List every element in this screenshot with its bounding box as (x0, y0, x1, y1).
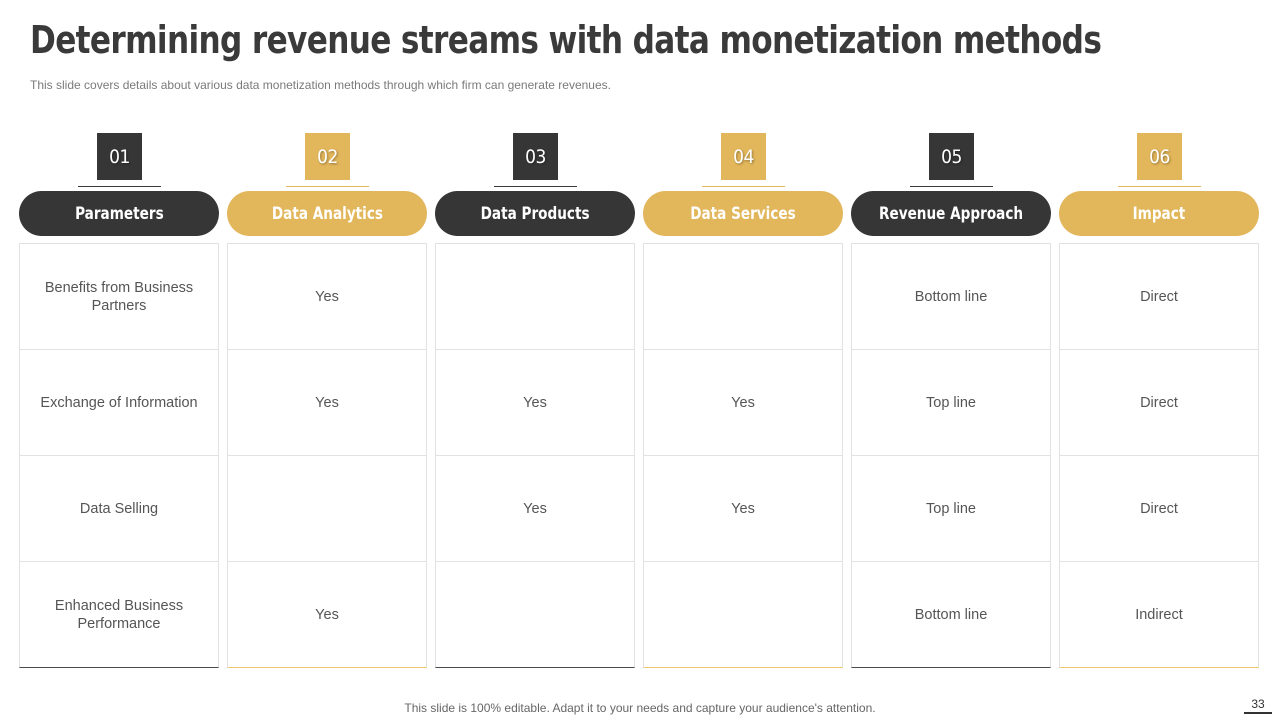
column-impact: 06 Impact Direct Direct Direct Indirect (1059, 133, 1259, 668)
table-cell: Exchange of Information (20, 349, 218, 455)
table-cell: Direct (1060, 455, 1258, 561)
table-cell: Bottom line (852, 561, 1050, 667)
column-number-badge: 02 (305, 133, 350, 180)
column-number-badge: 03 (513, 133, 558, 180)
divider-line (78, 186, 161, 187)
column-cells: Yes Yes (435, 243, 635, 668)
table-cell: Top line (852, 455, 1050, 561)
column-header-label: Data Analytics (271, 203, 383, 224)
column-header: Impact (1059, 191, 1259, 236)
column-data-products: 03 Data Products Yes Yes (435, 133, 635, 668)
divider-line (494, 186, 577, 187)
table-cell: Enhanced Business Performance (20, 561, 218, 667)
page-number: 33 (1244, 697, 1272, 714)
column-parameters: 01 Parameters Benefits from Business Par… (19, 133, 219, 668)
column-header: Data Analytics (227, 191, 427, 236)
table-cell: Yes (228, 561, 426, 667)
column-header: Data Products (435, 191, 635, 236)
table-cell: Yes (436, 455, 634, 561)
column-header-label: Impact (1132, 203, 1186, 224)
table-cell: Indirect (1060, 561, 1258, 667)
column-header: Data Services (643, 191, 843, 236)
slide-subtitle: This slide covers details about various … (30, 78, 611, 92)
table-cell (436, 561, 634, 667)
table-cell: Data Selling (20, 455, 218, 561)
table-cell: Yes (644, 349, 842, 455)
column-cells: Yes Yes Yes (227, 243, 427, 668)
table-cell: Top line (852, 349, 1050, 455)
slide-title: Determining revenue streams with data mo… (30, 18, 1102, 62)
table-cell: Yes (644, 455, 842, 561)
column-number-badge: 04 (721, 133, 766, 180)
column-data-analytics: 02 Data Analytics Yes Yes Yes (227, 133, 427, 668)
column-header: Revenue Approach (851, 191, 1051, 236)
table-cell (436, 244, 634, 349)
table-cell: Yes (315, 288, 339, 305)
table-cell: Bottom line (914, 288, 988, 305)
table-cell: Direct (1140, 288, 1178, 305)
column-header: Parameters (19, 191, 219, 236)
divider-line (286, 186, 369, 187)
column-header-label: Data Services (690, 203, 796, 224)
column-header-label: Data Products (480, 203, 590, 224)
column-revenue-approach: 05 Revenue Approach Bottom line Top line… (851, 133, 1051, 668)
column-number-badge: 05 (929, 133, 974, 180)
column-number-badge: 06 (1137, 133, 1182, 180)
table-cell: Yes (228, 349, 426, 455)
column-data-services: 04 Data Services Yes Yes (643, 133, 843, 668)
table-cell: Direct (1060, 349, 1258, 455)
column-cells: Direct Direct Direct Indirect (1059, 243, 1259, 668)
column-cells: Bottom line Top line Top line Bottom lin… (851, 243, 1051, 668)
divider-line (910, 186, 993, 187)
divider-line (1118, 186, 1201, 187)
column-cells: Yes Yes (643, 243, 843, 668)
column-header-label: Parameters (74, 203, 164, 224)
table-cell (644, 244, 842, 349)
table-cell (228, 455, 426, 561)
table-cell: Yes (436, 349, 634, 455)
table-cell: Benefits from Business Partners (44, 279, 194, 314)
footer-note: This slide is 100% editable. Adapt it to… (404, 701, 876, 715)
column-number-badge: 01 (97, 133, 142, 180)
table-cell (644, 561, 842, 667)
divider-line (702, 186, 785, 187)
column-cells: Benefits from Business Partners Exchange… (19, 243, 219, 668)
column-header-label: Revenue Approach (878, 203, 1024, 224)
